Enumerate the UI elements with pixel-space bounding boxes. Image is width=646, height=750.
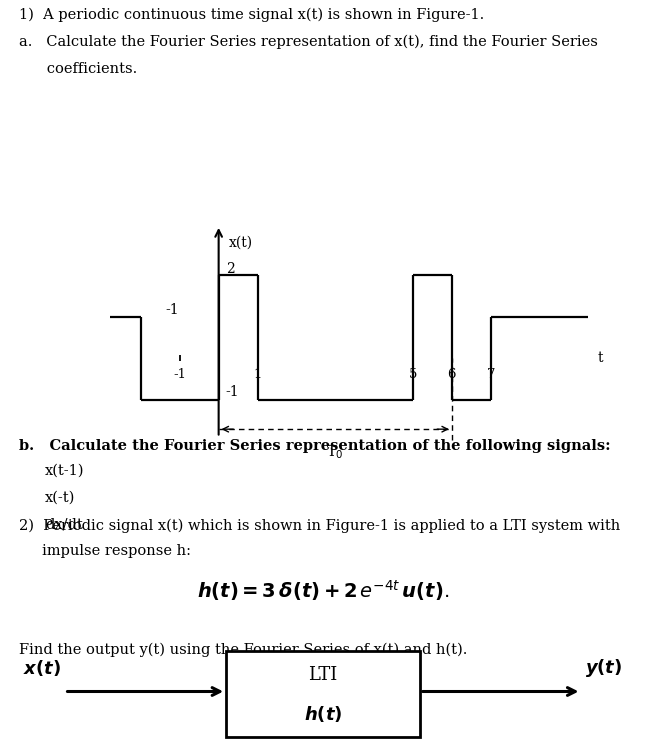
Text: 1: 1 <box>253 368 262 380</box>
Text: $\boldsymbol{h(t) = 3\,\delta(t) + 2\,e^{-4t}\,u(t).}$: $\boldsymbol{h(t) = 3\,\delta(t) + 2\,e^… <box>197 578 449 603</box>
Text: 5: 5 <box>409 368 417 380</box>
Text: a.   Calculate the Fourier Series representation of x(t), find the Fourier Serie: a. Calculate the Fourier Series represen… <box>19 35 598 50</box>
Text: b.   Calculate the Fourier Series representation of the following signals:: b. Calculate the Fourier Series represen… <box>19 439 611 452</box>
Text: dx/dt: dx/dt <box>45 518 83 532</box>
Text: -1: -1 <box>225 386 239 400</box>
Text: 2: 2 <box>225 262 234 276</box>
Text: $\boldsymbol{x(t)}$: $\boldsymbol{x(t)}$ <box>23 658 61 678</box>
Text: x(t): x(t) <box>228 236 253 250</box>
Text: t: t <box>598 351 603 365</box>
Text: x(t-1): x(t-1) <box>45 464 85 478</box>
Text: 2)  Periodic signal x(t) which is shown in Figure-1 is applied to a LTI system w: 2) Periodic signal x(t) which is shown i… <box>19 519 621 533</box>
Text: -1: -1 <box>173 368 186 380</box>
Text: x(-t): x(-t) <box>45 490 76 505</box>
Text: T$_0$: T$_0$ <box>326 444 344 461</box>
Text: $\boldsymbol{h(t)}$: $\boldsymbol{h(t)}$ <box>304 704 342 724</box>
Bar <box>226 651 420 736</box>
Text: $\boldsymbol{y(t)}$: $\boldsymbol{y(t)}$ <box>585 657 623 679</box>
Text: coefficients.: coefficients. <box>19 62 138 76</box>
Text: 7: 7 <box>486 368 495 380</box>
Text: 6: 6 <box>448 368 456 380</box>
Text: Find the output y(t) using the Fourier Series of x(t) and h(t).: Find the output y(t) using the Fourier S… <box>19 643 468 658</box>
Text: 1)  A periodic continuous time signal x(t) is shown in Figure-1.: 1) A periodic continuous time signal x(t… <box>19 8 484 22</box>
Text: impulse response h:: impulse response h: <box>19 544 191 559</box>
Text: -1: -1 <box>165 304 179 317</box>
Text: LTI: LTI <box>308 666 338 684</box>
